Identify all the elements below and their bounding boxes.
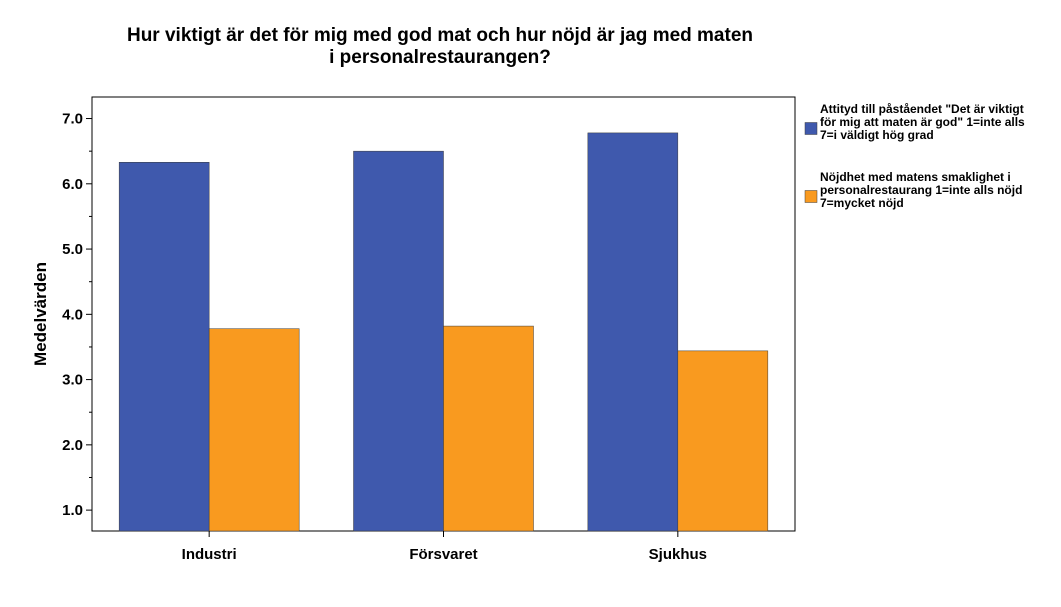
bars-group [118, 132, 769, 532]
y-tick-label: 1.0 [62, 502, 83, 519]
legend-label-2-line-1: Nöjdhet med matens smaklighet i [820, 170, 1011, 184]
legend-swatch-2 [804, 190, 818, 203]
legend-label-1-line-3: 7=i väldigt hög grad [820, 128, 934, 142]
chart-title-line-2: i personalrestaurangen? [329, 47, 551, 68]
bar-1-försvaret [353, 150, 444, 532]
y-tick-label: 7.0 [62, 111, 83, 128]
x-axis: Industri Försvaret Sjukhus [182, 531, 707, 563]
bar-1-industri [118, 162, 210, 532]
legend-label-2-line-2: personalrestaurang 1=inte alls nöjd [820, 183, 1022, 197]
y-axis-title: Medelvärden [31, 262, 50, 366]
y-tick-label: 5.0 [62, 241, 83, 258]
y-tick-label: 6.0 [62, 176, 83, 193]
bar-2-försvaret [443, 325, 534, 532]
legend: Attityd till påståendet "Det är viktigtf… [804, 102, 1025, 210]
legend-label-1-line-2: för mig att maten är god" 1=inte alls [820, 115, 1025, 129]
y-tick-label: 4.0 [62, 306, 83, 323]
legend-label-2-line-3: 7=mycket nöjd [820, 196, 904, 210]
bar-2-industri [208, 328, 300, 532]
legend-swatch-1 [804, 122, 818, 135]
x-tick-label-försvaret: Försvaret [409, 546, 477, 563]
x-tick-label-industri: Industri [182, 546, 237, 563]
legend-label-1-line-1: Attityd till påståendet "Det är viktigt [820, 102, 1024, 116]
bar-1-sjukhus [587, 132, 679, 532]
y-axis: 1.0 2.0 3.0 4.0 5.0 6.0 7.0 [62, 111, 92, 519]
y-tick-label: 2.0 [62, 437, 83, 454]
x-tick-label-sjukhus: Sjukhus [649, 546, 707, 563]
chart-title-line-1: Hur viktigt är det för mig med god mat o… [127, 25, 753, 46]
bar-2-sjukhus [677, 350, 769, 532]
y-tick-label: 3.0 [62, 372, 83, 389]
